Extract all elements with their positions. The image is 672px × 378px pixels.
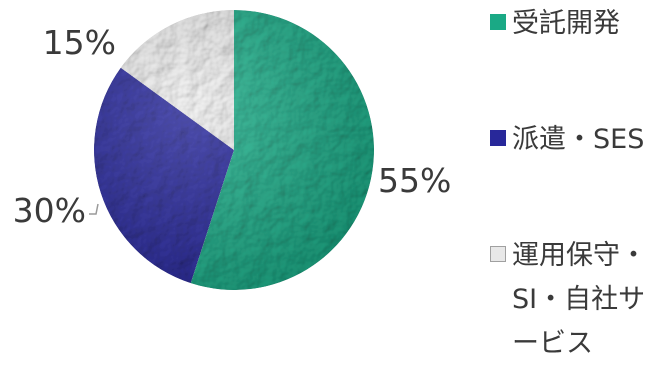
legend-swatch-2: [490, 246, 506, 262]
legend-label-2: 運用保守・SI・自社サービス: [512, 240, 647, 359]
pie-slices: [93, 10, 374, 290]
value-label-0: 55%: [378, 161, 451, 200]
legend-item-2: 運用保守・SI・自社サービス: [490, 234, 662, 366]
legend-label-0: 受託開発: [512, 8, 620, 39]
pie-value-labels: 55% 30% 15%: [13, 23, 452, 230]
legend-swatch-1: [490, 130, 506, 146]
legend-item-1: 派遣・SES: [490, 118, 672, 162]
legend: 受託開発 派遣・SES 運用保守・SI・自社サービス: [490, 0, 672, 378]
value-label-2: 15%: [43, 23, 116, 62]
legend-swatch-0: [490, 14, 506, 30]
legend-label-1: 派遣・SES: [512, 124, 645, 155]
value-label-1: 30%: [13, 191, 86, 230]
pie-chart: 55% 30% 15%: [13, 10, 452, 290]
legend-item-0: 受託開発: [490, 2, 672, 46]
leader-line-30: [89, 203, 99, 215]
